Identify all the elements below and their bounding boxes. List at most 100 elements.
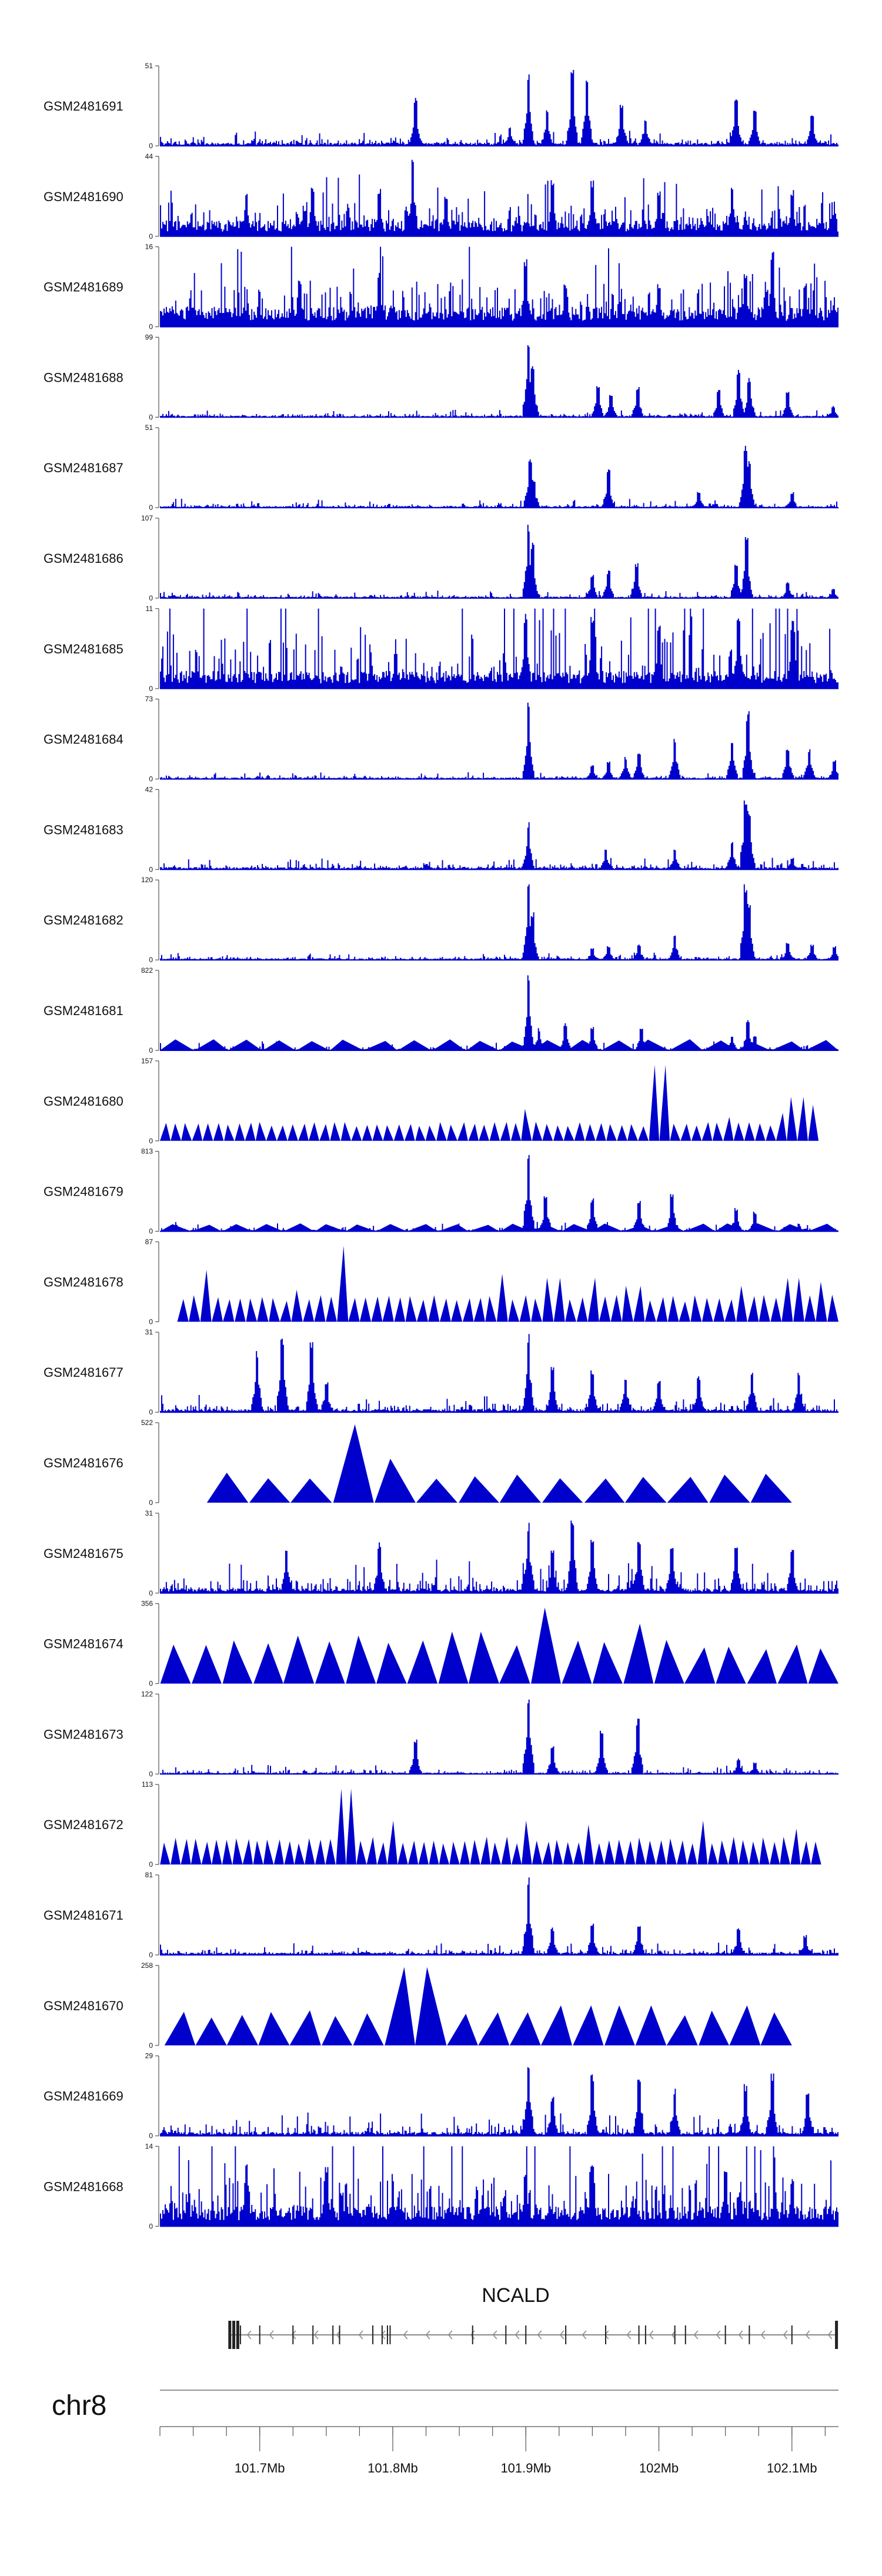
strand-arrow xyxy=(291,2330,296,2340)
gene-exon xyxy=(525,2325,527,2344)
strand-arrow xyxy=(559,2330,564,2340)
gene-exon xyxy=(684,2325,686,2344)
y-zero-label: 0 xyxy=(149,1680,153,1688)
track-GSM2481685: GSM2481685 11 0 xyxy=(44,605,838,693)
y-max-label: 44 xyxy=(145,152,153,161)
y-max-label: 51 xyxy=(145,62,153,70)
y-zero-label: 0 xyxy=(149,142,153,150)
gene-exon xyxy=(381,2325,383,2344)
y-zero-label: 0 xyxy=(149,1046,153,1055)
track-label: GSM2481689 xyxy=(44,280,123,295)
strand-arrow xyxy=(738,2330,743,2340)
gene-exon xyxy=(236,2321,239,2349)
strand-arrow xyxy=(269,2330,274,2340)
track-GSM2481673: GSM2481673 122 0 xyxy=(44,1690,838,1778)
y-zero-label: 0 xyxy=(149,413,153,421)
strand-arrow xyxy=(649,2330,654,2340)
gene-exon xyxy=(332,2325,334,2344)
track-label: GSM2481671 xyxy=(44,1908,123,1923)
track-label: GSM2481674 xyxy=(44,1637,123,1651)
strand-arrow xyxy=(492,2330,497,2340)
track-GSM2481686: GSM2481686 107 0 xyxy=(44,514,838,602)
gene-exon xyxy=(565,2325,567,2344)
track-label: GSM2481681 xyxy=(44,1003,123,1018)
signal-bars xyxy=(160,702,838,779)
axis-tick-label: 102Mb xyxy=(639,2461,679,2475)
gene-exon xyxy=(791,2325,793,2344)
signal-bars xyxy=(160,800,838,870)
y-max-label: 29 xyxy=(145,2052,153,2060)
track-label: GSM2481686 xyxy=(44,551,123,566)
signal-triangles xyxy=(160,1065,819,1141)
track-label: GSM2481675 xyxy=(44,1546,123,1561)
track-GSM2481687: GSM2481687 51 0 xyxy=(44,423,838,512)
gene-exon xyxy=(835,2321,838,2349)
strand-arrow xyxy=(380,2330,386,2340)
y-max-label: 813 xyxy=(141,1147,153,1156)
track-GSM2481681: GSM2481681 822 0 xyxy=(44,966,838,1055)
gene-name: NCALD xyxy=(482,2284,549,2307)
signal-bars xyxy=(160,975,838,1050)
track-GSM2481677: GSM2481677 31 0 xyxy=(44,1328,838,1416)
strand-arrow xyxy=(313,2330,319,2340)
y-max-label: 42 xyxy=(145,785,153,793)
y-zero-label: 0 xyxy=(149,775,153,783)
track-GSM2481670: GSM2481670 258 0 xyxy=(44,1961,792,2050)
gene-exon xyxy=(749,2325,750,2344)
y-max-label: 356 xyxy=(141,1600,153,1608)
y-zero-label: 0 xyxy=(149,2041,153,2050)
signal-bars xyxy=(160,2067,838,2136)
y-max-label: 113 xyxy=(142,1780,153,1788)
signal-bars xyxy=(160,1877,838,1955)
strand-arrow xyxy=(783,2330,788,2340)
y-zero-label: 0 xyxy=(149,1227,153,1236)
gene-exon xyxy=(724,2325,726,2344)
signal-tracks: GSM2481691510GSM2481690440GSM2481689160G… xyxy=(44,62,839,2230)
track-GSM2481684: GSM2481684 73 0 xyxy=(44,695,838,783)
track-GSM2481682: GSM2481682 120 0 xyxy=(44,876,838,964)
gene-exon xyxy=(339,2325,340,2344)
y-max-label: 522 xyxy=(141,1419,153,1427)
track-label: GSM2481683 xyxy=(44,822,123,837)
track-GSM2481672: GSM2481672 113 0 xyxy=(44,1780,821,1868)
axis-tick-label: 101.8Mb xyxy=(368,2461,418,2475)
track-label: GSM2481677 xyxy=(44,1365,123,1380)
signal-bars xyxy=(160,246,838,327)
gene-exon xyxy=(259,2325,260,2344)
strand-arrow xyxy=(626,2330,632,2340)
strand-arrow xyxy=(470,2330,475,2340)
y-max-label: 14 xyxy=(145,2142,153,2150)
strand-arrow xyxy=(582,2330,587,2340)
signal-triangles xyxy=(206,1424,792,1503)
gene-exon xyxy=(228,2321,232,2349)
y-max-label: 11 xyxy=(146,605,153,613)
signal-bars xyxy=(160,1699,838,1774)
track-GSM2481680: GSM2481680 157 0 xyxy=(44,1057,819,1145)
y-zero-label: 0 xyxy=(149,1317,153,1326)
signal-bars xyxy=(160,884,838,960)
track-label: GSM2481673 xyxy=(44,1727,123,1741)
gene-exon xyxy=(674,2325,676,2344)
y-zero-label: 0 xyxy=(149,685,153,693)
strand-arrow xyxy=(425,2330,430,2340)
gene-exon xyxy=(239,2325,241,2344)
y-zero-label: 0 xyxy=(149,2132,153,2140)
track-GSM2481668: GSM2481668 14 0 xyxy=(44,2142,838,2230)
y-zero-label: 0 xyxy=(149,1951,153,1959)
strand-arrow xyxy=(693,2330,699,2340)
track-label: GSM2481669 xyxy=(44,2089,123,2104)
y-max-label: 122 xyxy=(141,1690,153,1698)
track-label: GSM2481688 xyxy=(44,370,123,385)
gene-exon xyxy=(312,2325,314,2344)
gene-exon xyxy=(638,2325,640,2344)
signal-bars xyxy=(160,446,838,508)
axis-tick-label: 101.9Mb xyxy=(500,2461,551,2475)
strand-arrow xyxy=(447,2330,453,2340)
signal-bars xyxy=(160,1154,838,1232)
y-max-label: 73 xyxy=(145,695,153,703)
strand-arrow xyxy=(827,2330,833,2340)
signal-triangles xyxy=(177,1246,838,1322)
signal-bars xyxy=(160,159,838,236)
y-zero-label: 0 xyxy=(149,1137,153,1145)
